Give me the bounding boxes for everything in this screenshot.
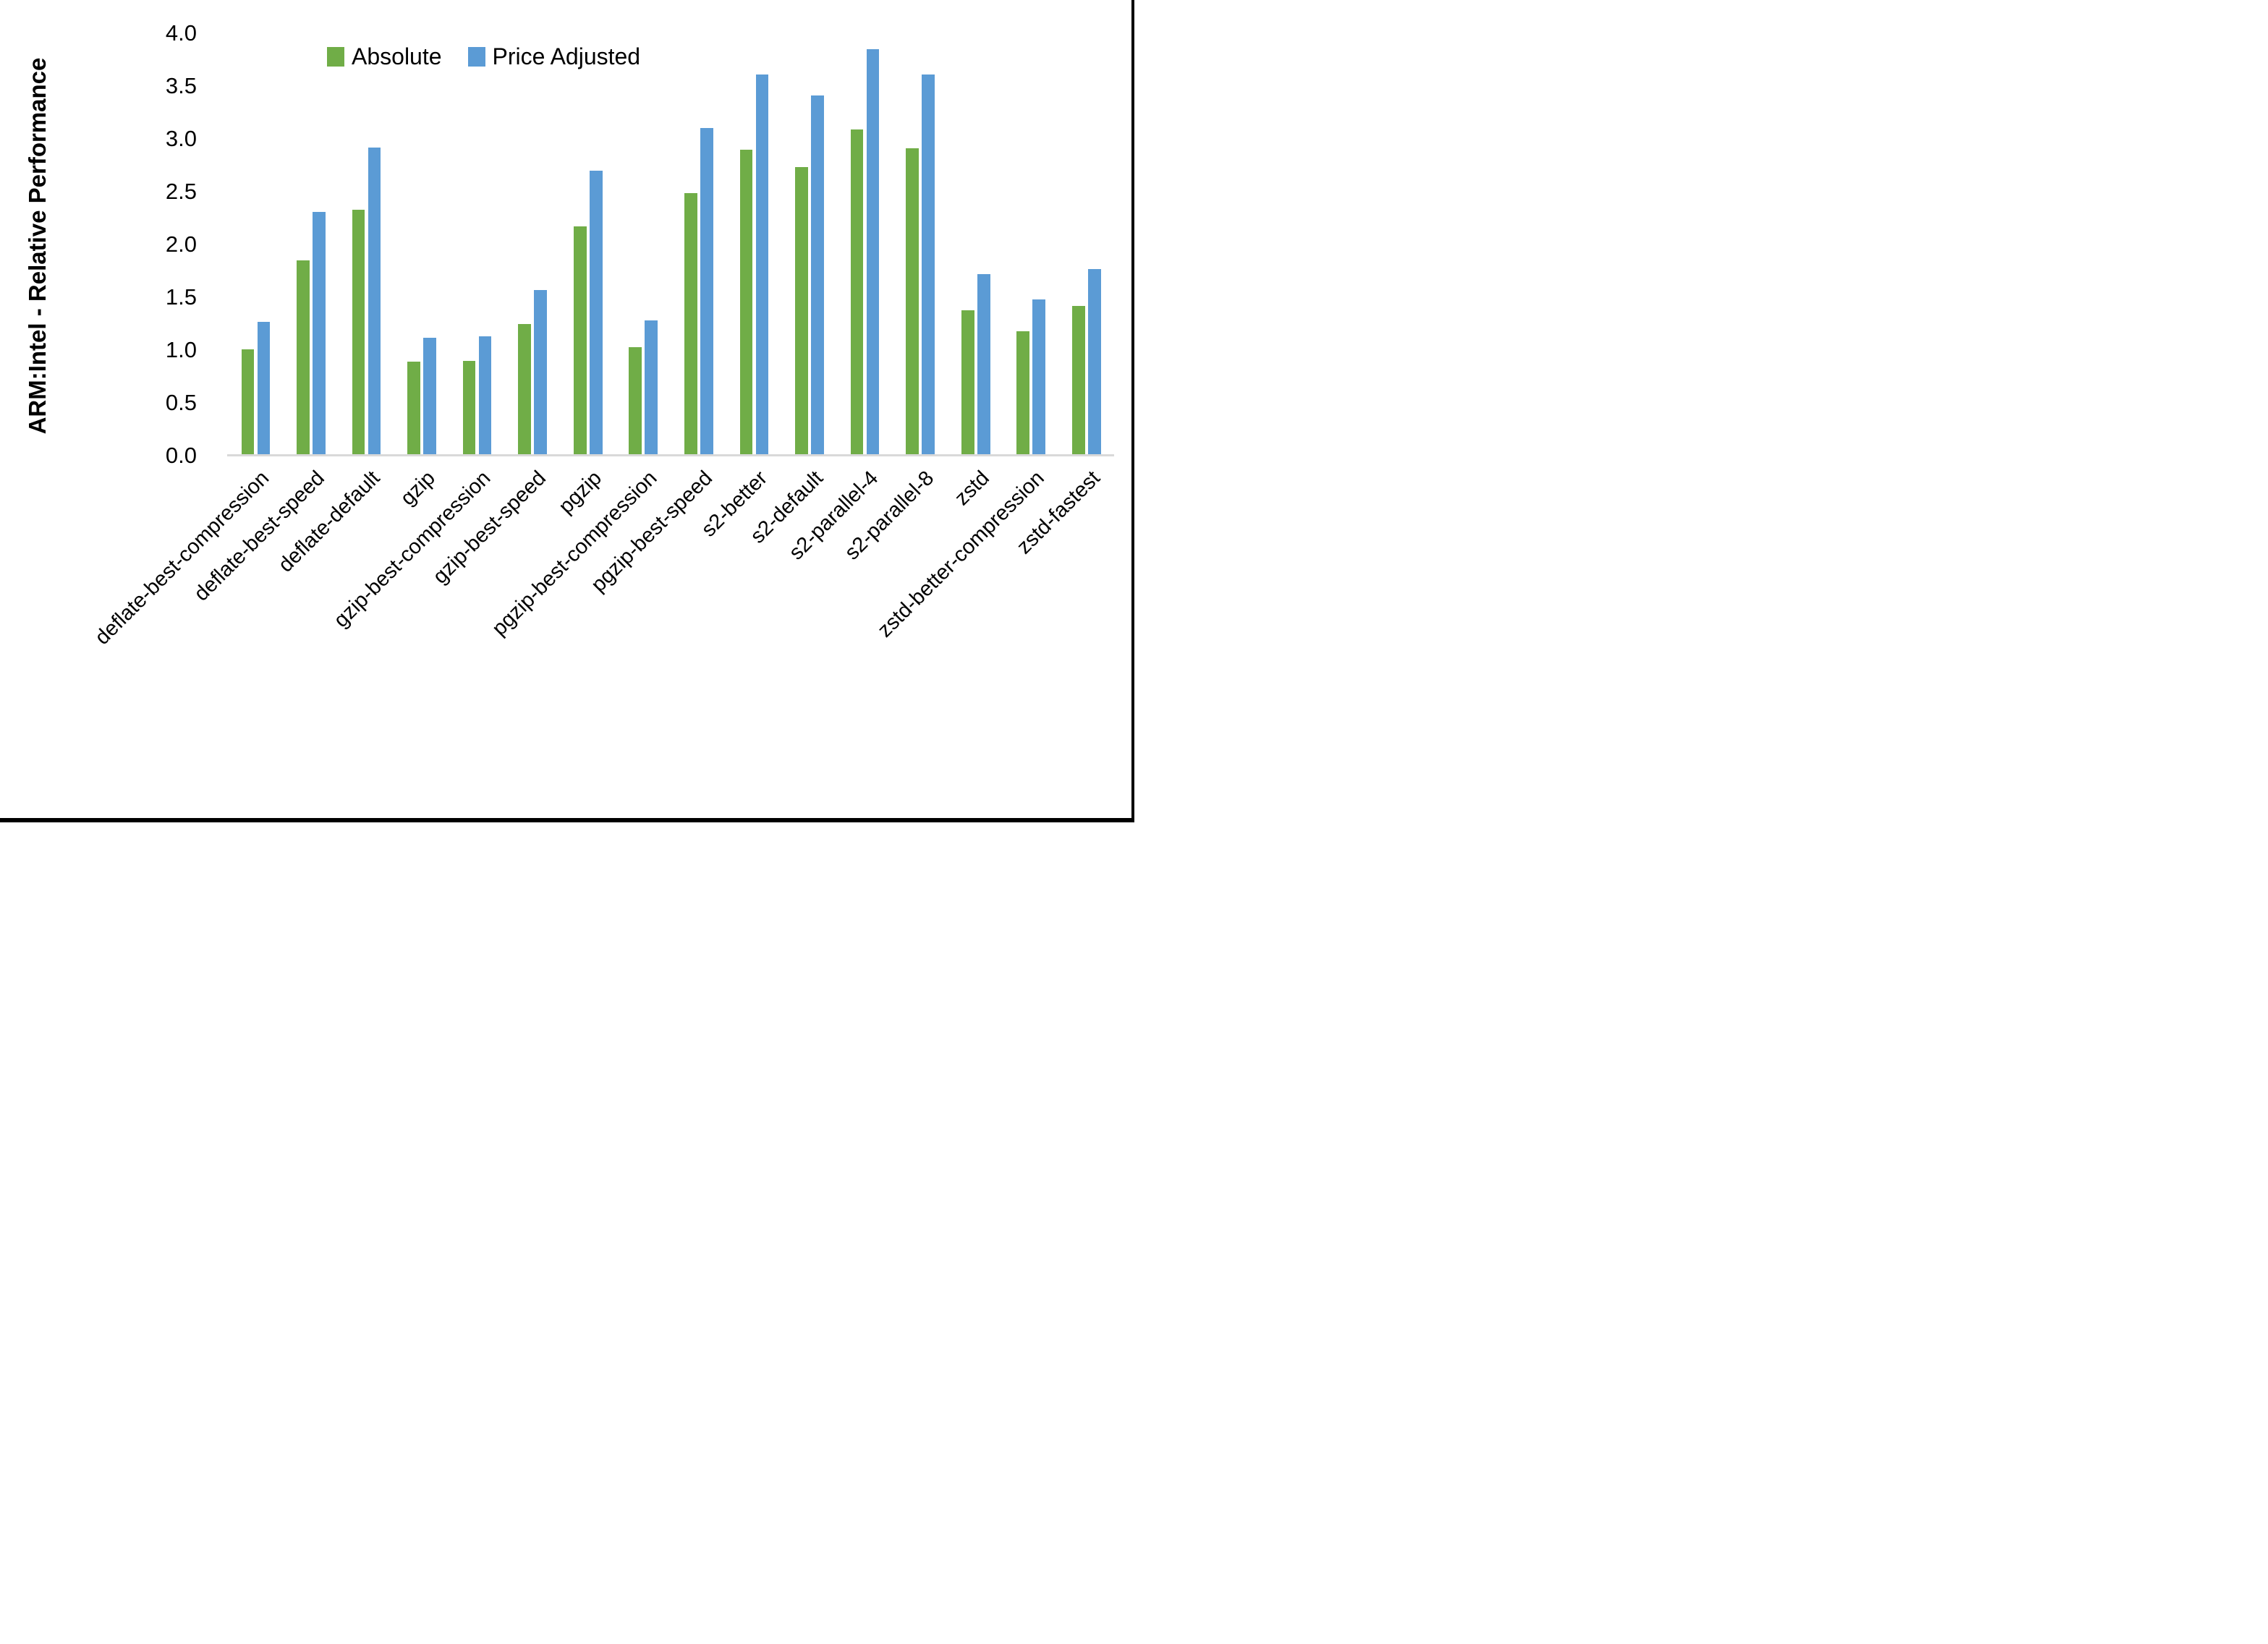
legend-item-price-adjusted: Price Adjusted (467, 43, 641, 69)
bar-price-adjusted (866, 48, 880, 456)
bar-absolute (795, 167, 808, 456)
legend: Absolute Price Adjusted (327, 45, 656, 68)
bar-price-adjusted (811, 95, 824, 456)
bar-absolute (739, 149, 753, 456)
x-axis-line (227, 454, 1114, 456)
bar-absolute (906, 148, 919, 456)
bar-price-adjusted (922, 74, 935, 456)
bar-absolute (407, 362, 420, 456)
bar-absolute (462, 360, 476, 456)
bar-price-adjusted (755, 74, 769, 456)
page-right-border (1131, 0, 1134, 822)
bar-price-adjusted (700, 128, 713, 456)
legend-label-price-adjusted: Price Adjusted (492, 43, 641, 69)
bar-absolute (684, 192, 697, 456)
price-adjusted-swatch-icon (467, 46, 485, 67)
bar-absolute (961, 310, 974, 456)
bar-price-adjusted (257, 321, 271, 456)
y-axis-title: ARM:Intel - Relative Performance (24, 57, 51, 435)
bar-price-adjusted (534, 289, 548, 456)
bar-price-adjusted (423, 337, 436, 456)
y-tick-label: 3.5 (165, 72, 197, 98)
y-tick-label: 0.0 (165, 442, 197, 468)
x-axis-label: zstd (950, 467, 994, 511)
bar-absolute (518, 323, 532, 456)
bar-absolute (1072, 305, 1085, 456)
legend-label-absolute: Absolute (352, 43, 442, 69)
page-bottom-border (0, 818, 1134, 822)
bar-price-adjusted (313, 211, 326, 456)
chart-page: ARM:Intel - Relative Performance 0.0 0.5 1… (0, 0, 1134, 822)
bar-absolute (573, 226, 587, 456)
legend-item-absolute: Absolute (327, 45, 442, 68)
x-axis-label: gzip (396, 467, 440, 511)
bar-absolute (850, 129, 864, 456)
y-tick-label: 0.5 (165, 389, 197, 415)
y-tick-label: 1.0 (165, 336, 197, 362)
bar-price-adjusted (977, 273, 990, 456)
bar-absolute (297, 260, 310, 456)
bar-price-adjusted (478, 336, 492, 456)
y-tick-label: 4.0 (165, 20, 197, 46)
y-tick-label: 3.0 (165, 125, 197, 151)
bar-price-adjusted (368, 147, 381, 456)
y-tick-label: 2.5 (165, 178, 197, 204)
y-tick-label: 1.5 (165, 284, 197, 310)
bar-price-adjusted (645, 320, 658, 456)
bar-absolute (1016, 331, 1030, 456)
bar-price-adjusted (1088, 268, 1101, 456)
x-axis-label: pgzip (553, 467, 606, 519)
absolute-swatch-icon (327, 46, 344, 67)
bar-absolute (352, 209, 365, 456)
bar-absolute (241, 349, 255, 456)
bar-price-adjusted (1032, 299, 1046, 456)
y-tick-label: 2.0 (165, 231, 197, 257)
bar-price-adjusted (589, 170, 603, 456)
bar-absolute (629, 346, 642, 456)
